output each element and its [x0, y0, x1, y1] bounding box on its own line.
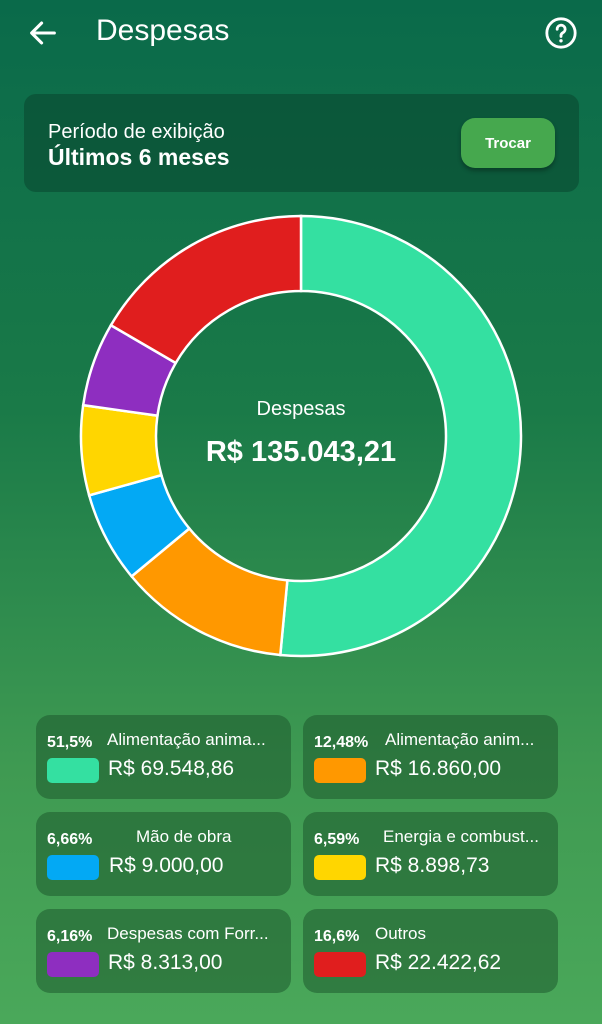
- category-color-swatch: [314, 758, 366, 783]
- category-name: Despesas com Forr...: [107, 924, 269, 943]
- category-color-swatch: [47, 952, 99, 977]
- category-color-swatch: [47, 855, 99, 880]
- category-amount: R$ 22.422,62: [375, 951, 502, 974]
- category-tile[interactable]: 6,16% Despesas com Forr... R$ 8.313,00: [36, 909, 291, 993]
- page-title: Despesas: [96, 14, 230, 47]
- category-amount: R$ 8.898,73: [375, 854, 490, 877]
- category-percent: 16,6%: [314, 928, 360, 945]
- category-percent: 6,59%: [314, 831, 360, 848]
- category-amount: R$ 8.313,00: [108, 951, 223, 974]
- category-color-swatch: [314, 952, 366, 977]
- donut-center-total: R$ 135.043,21: [205, 436, 397, 468]
- category-tile[interactable]: 6,66% Mão de obra R$ 9.000,00: [36, 812, 291, 896]
- category-percent: 12,48%: [314, 734, 369, 751]
- period-value: Últimos 6 meses: [48, 144, 230, 170]
- category-name: Alimentação anima...: [107, 730, 266, 749]
- category-percent: 6,16%: [47, 928, 93, 945]
- period-label: Período de exibição: [48, 121, 225, 143]
- donut-segment[interactable]: [109, 214, 303, 365]
- category-color-swatch: [47, 758, 99, 783]
- expenses-donut-chart: [79, 214, 523, 658]
- category-legend: 51,5% Alimentação anima... R$ 69.548,86 1…: [36, 715, 559, 993]
- period-card: Período de exibição Últimos 6 meses Troc…: [24, 94, 579, 192]
- category-amount: R$ 16.860,00: [375, 757, 502, 780]
- category-tile[interactable]: 51,5% Alimentação anima... R$ 69.548,86: [36, 715, 291, 799]
- top-bar: Despesas: [0, 0, 602, 66]
- back-arrow-icon[interactable]: [26, 16, 60, 50]
- category-tile[interactable]: 12,48% Alimentação anim... R$ 16.860,00: [303, 715, 558, 799]
- category-amount: R$ 9.000,00: [109, 854, 224, 877]
- change-period-button[interactable]: Trocar: [461, 118, 555, 168]
- help-icon[interactable]: [544, 16, 578, 50]
- category-name: Mão de obra: [136, 827, 232, 846]
- category-name: Outros: [375, 924, 427, 943]
- category-color-swatch: [314, 855, 366, 880]
- category-tile[interactable]: 16,6% Outros R$ 22.422,62: [303, 909, 558, 993]
- category-percent: 6,66%: [47, 831, 93, 848]
- category-name: Alimentação anim...: [385, 730, 535, 749]
- donut-segment[interactable]: [278, 214, 523, 658]
- category-amount: R$ 69.548,86: [108, 757, 235, 780]
- category-name: Energia e combust...: [383, 827, 539, 846]
- donut-center-label: Despesas: [256, 398, 346, 420]
- category-tile[interactable]: 6,59% Energia e combust... R$ 8.898,73: [303, 812, 558, 896]
- category-percent: 51,5%: [47, 734, 93, 751]
